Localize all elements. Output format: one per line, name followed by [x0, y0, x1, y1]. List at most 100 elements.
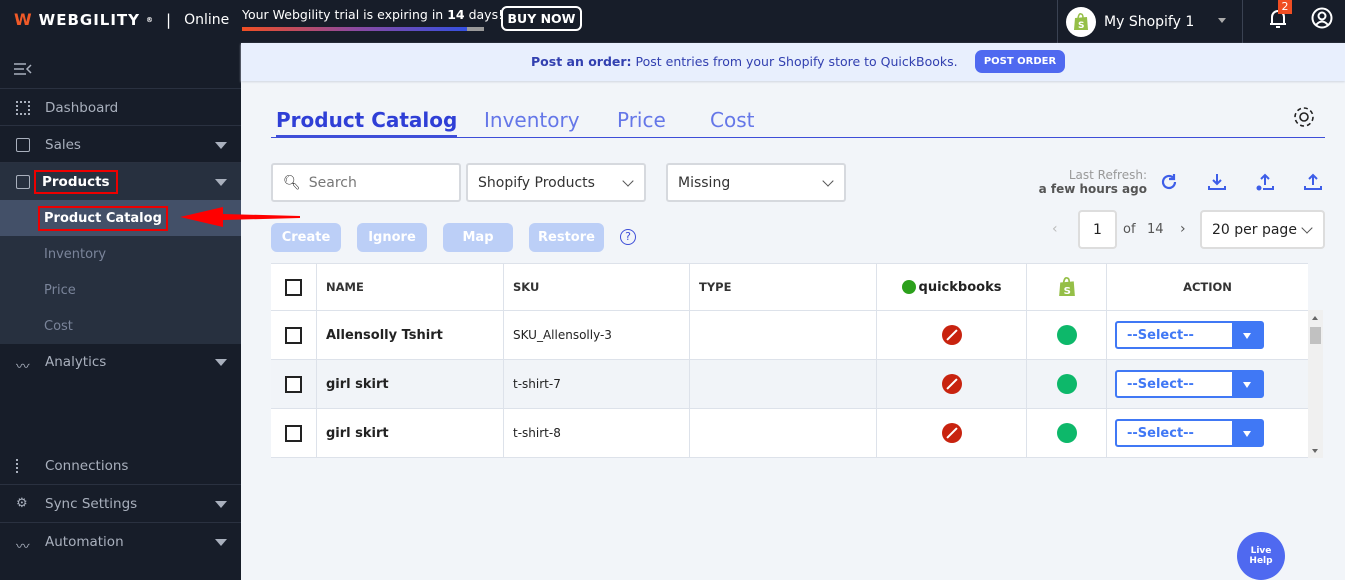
- trial-progress-bar: [242, 27, 484, 31]
- table-scrollbar[interactable]: [1308, 310, 1323, 458]
- tab-product-catalog[interactable]: Product Catalog: [276, 108, 458, 138]
- column-action: ACTION: [1183, 280, 1232, 294]
- next-page-button[interactable]: ›: [1180, 221, 1186, 237]
- column-shopify: S: [1027, 264, 1107, 310]
- logo-text: WEBGILITY: [38, 10, 141, 29]
- map-button[interactable]: Map: [443, 223, 513, 252]
- column-type[interactable]: TYPE: [690, 264, 877, 310]
- action-select[interactable]: --Select--: [1115, 321, 1264, 349]
- sidebar-item-label: Automation: [45, 533, 124, 550]
- product-type: [690, 360, 877, 408]
- row-checkbox[interactable]: [285, 375, 302, 393]
- search-input[interactable]: 🔍︎ Search: [271, 163, 461, 202]
- user-profile-icon[interactable]: [1311, 7, 1333, 33]
- product-sku: SKU_Allensolly-3: [504, 311, 690, 359]
- gear-icon: ⚙: [16, 496, 28, 511]
- sidebar-subitem-label: Product Catalog: [38, 205, 168, 231]
- live-help-line2: Help: [1249, 556, 1273, 566]
- quickbooks-logo-text: quickbooks: [918, 279, 1002, 295]
- source-value: Shopify Products: [478, 174, 595, 191]
- status-dropdown[interactable]: Missing: [666, 163, 846, 202]
- scroll-down-arrow[interactable]: [1312, 449, 1318, 456]
- separator: |: [166, 10, 173, 29]
- tab-inventory[interactable]: Inventory: [484, 108, 580, 132]
- settings-gear-icon[interactable]: [1291, 104, 1317, 134]
- ignore-button[interactable]: Ignore: [357, 223, 427, 252]
- column-sku[interactable]: SKU: [504, 264, 690, 310]
- quickbooks-status: [877, 360, 1027, 408]
- sidebar-item-sales[interactable]: Sales: [0, 125, 241, 163]
- product-name[interactable]: girl skirt: [317, 360, 504, 408]
- upload-verified-icon[interactable]: [1255, 172, 1275, 192]
- buy-now-button[interactable]: BUY NOW: [501, 6, 582, 31]
- previous-page-button[interactable]: ‹: [1052, 221, 1058, 237]
- sidebar-item-connections[interactable]: Connections: [0, 447, 241, 485]
- action-select-value: --Select--: [1127, 425, 1194, 441]
- action-select-value: --Select--: [1127, 376, 1194, 392]
- page-number-input[interactable]: 1: [1078, 210, 1117, 249]
- last-refresh-value: a few hours ago: [1038, 182, 1147, 196]
- caret-down-icon: [1232, 372, 1262, 396]
- action-select-value: --Select--: [1127, 327, 1194, 343]
- post-order-button[interactable]: POST ORDER: [975, 50, 1065, 73]
- download-icon[interactable]: [1207, 172, 1227, 192]
- sidebar-item-dashboard[interactable]: Dashboard: [0, 88, 241, 126]
- row-select-cell: [271, 360, 317, 408]
- product-type: [690, 311, 877, 359]
- store-name: My Shopify 1: [1104, 13, 1195, 30]
- banner-message: Post entries from your Shopify store to …: [631, 54, 958, 69]
- sidebar-subitem-cost[interactable]: Cost: [0, 308, 241, 344]
- sidebar-item-products[interactable]: Products: [0, 162, 241, 200]
- product-name[interactable]: Allensolly Tshirt: [317, 311, 504, 359]
- sidebar-item-analytics[interactable]: 〰 Analytics: [0, 343, 241, 380]
- scroll-up-arrow[interactable]: [1312, 313, 1318, 320]
- pagination-total: 14: [1147, 222, 1164, 237]
- table-header: NAME SKU TYPE quickbooks S ACTION: [271, 264, 1308, 311]
- live-help-button[interactable]: Live Help: [1237, 532, 1285, 580]
- restore-button[interactable]: Restore: [529, 223, 604, 252]
- search-icon: 🔍︎: [283, 174, 301, 191]
- chevron-down-icon: [1218, 18, 1226, 27]
- create-button[interactable]: Create: [271, 223, 341, 252]
- sidebar-subitem-label: Inventory: [44, 246, 107, 262]
- help-icon[interactable]: ?: [620, 229, 636, 245]
- sidebar-item-automation[interactable]: 〰 Automation: [0, 522, 241, 560]
- source-dropdown[interactable]: Shopify Products: [466, 163, 646, 202]
- shopify-status: [1027, 311, 1107, 359]
- connections-icon: [16, 459, 30, 473]
- sidebar: Dashboard Sales Products Product Catalog…: [0, 43, 241, 580]
- trial-progress-fill: [242, 27, 468, 31]
- action-cell: --Select--: [1107, 311, 1308, 359]
- automation-icon: 〰: [16, 538, 30, 555]
- webgility-logo[interactable]: W WEBGILITY ® | Online: [14, 10, 229, 29]
- sidebar-item-label: Products: [34, 169, 118, 194]
- action-select[interactable]: --Select--: [1115, 370, 1264, 398]
- product-type: [690, 409, 877, 457]
- select-all-checkbox[interactable]: [285, 278, 302, 296]
- per-page-dropdown[interactable]: 20 per page: [1200, 210, 1325, 249]
- refresh-icon[interactable]: [1159, 172, 1179, 192]
- action-select[interactable]: --Select--: [1115, 419, 1264, 447]
- column-name[interactable]: NAME: [317, 264, 504, 310]
- product-name[interactable]: girl skirt: [317, 409, 504, 457]
- sidebar-subitem-price[interactable]: Price: [0, 272, 241, 308]
- select-all-cell: [271, 264, 317, 310]
- tab-cost[interactable]: Cost: [710, 108, 755, 132]
- shopify-icon: S: [1066, 6, 1096, 37]
- store-selector[interactable]: S My Shopify 1: [1057, 0, 1243, 43]
- last-refresh-label: Last Refresh:: [1068, 168, 1147, 182]
- dashboard-icon: [16, 100, 30, 115]
- analytics-icon: 〰: [16, 358, 30, 375]
- banner-bold: Post an order:: [531, 54, 632, 69]
- row-checkbox[interactable]: [285, 326, 302, 344]
- sidebar-item-label: Analytics: [45, 353, 107, 370]
- caret-down-icon: [1232, 421, 1262, 445]
- sidebar-subitem-inventory[interactable]: Inventory: [0, 236, 241, 272]
- trial-prefix: Your Webgility trial is expiring in: [242, 7, 448, 22]
- row-checkbox[interactable]: [285, 424, 302, 442]
- upload-icon[interactable]: [1303, 172, 1323, 192]
- sidebar-item-sync-settings[interactable]: ⚙ Sync Settings: [0, 484, 241, 522]
- tab-price[interactable]: Price: [617, 108, 666, 132]
- collapse-sidebar-icon[interactable]: [14, 63, 32, 79]
- scrollbar-thumb[interactable]: [1310, 327, 1321, 344]
